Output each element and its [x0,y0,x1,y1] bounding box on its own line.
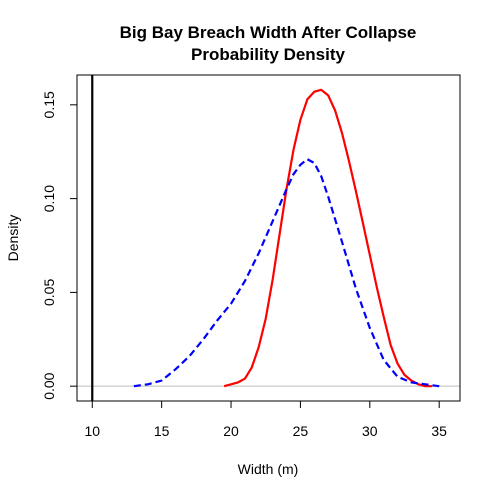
y-axis-label: Density [5,215,21,262]
y-tick-label: 0.15 [41,91,57,118]
x-tick-label: 15 [154,423,170,439]
series-layer [133,88,440,388]
x-tick-label: 30 [362,423,378,439]
x-tick-label: 20 [223,423,239,439]
x-tick-label: 25 [293,423,309,439]
density-curve-solid [223,88,433,388]
density-curve-dashed [133,158,440,388]
chart-title-line-2: Probability Density [191,45,346,64]
y-tick-label: 0.05 [41,279,57,306]
plot-frame [76,74,461,402]
x-axis: 10 15 20 25 30 35 [84,400,447,439]
chart-title-line-1: Big Bay Breach Width After Collapse [120,23,417,42]
y-tick-label: 0.10 [41,185,57,212]
y-axis: 0.00 0.05 0.10 0.15 [41,91,78,400]
y-tick-label: 0.00 [41,372,57,399]
x-tick-label: 10 [84,423,100,439]
x-tick-label: 35 [431,423,447,439]
x-axis-label: Width (m) [238,461,299,477]
